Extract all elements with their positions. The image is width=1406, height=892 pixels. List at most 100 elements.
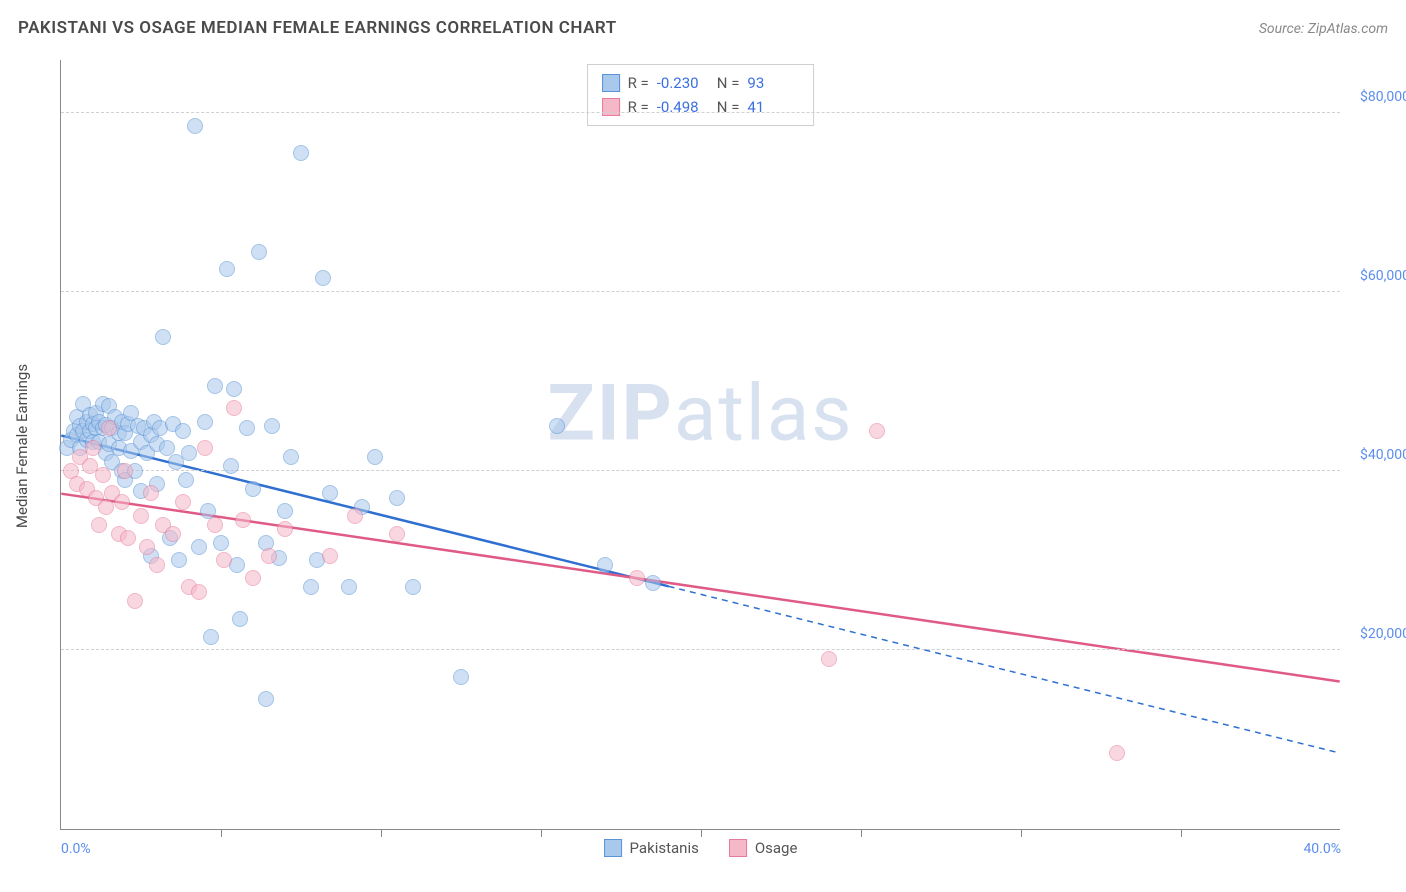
r-label: R = <box>628 95 649 119</box>
data-point <box>645 575 661 591</box>
data-point <box>171 552 187 568</box>
x-tick-mark <box>701 829 702 837</box>
data-point <box>347 508 363 524</box>
data-point <box>114 494 130 510</box>
legend-item: Osage <box>729 839 798 857</box>
r-value: -0.230 <box>657 71 709 95</box>
data-point <box>101 420 117 436</box>
data-point <box>149 557 165 573</box>
data-point <box>277 521 293 537</box>
data-point <box>187 118 203 134</box>
series-swatch <box>602 74 620 92</box>
x-tick-label: 40.0% <box>1303 841 1341 857</box>
data-point <box>178 472 194 488</box>
r-value: -0.498 <box>657 95 709 119</box>
data-point <box>191 539 207 555</box>
stats-row: R = -0.498 N = 41 <box>602 95 800 119</box>
n-label: N = <box>717 95 740 119</box>
data-point <box>203 629 219 645</box>
gridline <box>61 470 1340 471</box>
data-point <box>341 579 357 595</box>
stats-row: R = -0.230 N = 93 <box>602 71 800 95</box>
data-point <box>127 593 143 609</box>
chart-legend: Pakistanis Osage <box>604 839 798 857</box>
data-point <box>120 530 136 546</box>
data-point <box>197 414 213 430</box>
watermark: ZIPatlas <box>547 368 853 459</box>
data-point <box>175 423 191 439</box>
series-swatch <box>602 98 620 116</box>
data-point <box>191 584 207 600</box>
data-point <box>197 440 213 456</box>
y-tick-label: $80,000 <box>1350 89 1406 105</box>
data-point <box>245 570 261 586</box>
legend-swatch <box>729 839 747 857</box>
y-tick-label: $20,000 <box>1350 626 1406 642</box>
x-tick-mark <box>221 829 222 837</box>
data-point <box>389 490 405 506</box>
y-tick-label: $60,000 <box>1350 268 1406 284</box>
data-point <box>277 503 293 519</box>
r-label: R = <box>628 71 649 95</box>
data-point <box>85 440 101 456</box>
chart-source: Source: ZipAtlas.com <box>1259 21 1388 37</box>
data-point <box>245 481 261 497</box>
data-point <box>213 535 229 551</box>
x-tick-label: 0.0% <box>61 841 91 857</box>
data-point <box>235 512 251 528</box>
data-point <box>133 508 149 524</box>
legend-label: Pakistanis <box>630 839 699 857</box>
data-point <box>216 552 232 568</box>
x-tick-mark <box>861 829 862 837</box>
gridline <box>61 291 1340 292</box>
data-point <box>226 381 242 397</box>
n-value: 41 <box>747 95 799 119</box>
data-point <box>232 611 248 627</box>
trend-line <box>61 494 1339 682</box>
data-point <box>226 400 242 416</box>
y-tick-label: $40,000 <box>1350 447 1406 463</box>
data-point <box>1109 745 1125 761</box>
data-point <box>117 463 133 479</box>
data-point <box>223 458 239 474</box>
x-tick-mark <box>1021 829 1022 837</box>
data-point <box>389 526 405 542</box>
legend-swatch <box>604 839 622 857</box>
x-tick-mark <box>541 829 542 837</box>
data-point <box>549 418 565 434</box>
data-point <box>405 579 421 595</box>
data-point <box>315 270 331 286</box>
data-point <box>143 485 159 501</box>
data-point <box>95 467 111 483</box>
data-point <box>322 548 338 564</box>
data-point <box>293 145 309 161</box>
data-point <box>869 423 885 439</box>
data-point <box>207 517 223 533</box>
n-value: 93 <box>747 71 799 95</box>
data-point <box>303 579 319 595</box>
legend-item: Pakistanis <box>604 839 699 857</box>
legend-label: Osage <box>755 839 798 857</box>
trend-lines-layer <box>61 60 1340 829</box>
data-point <box>239 420 255 436</box>
data-point <box>322 485 338 501</box>
y-axis-label: Median Female Earnings <box>13 364 31 528</box>
data-point <box>261 548 277 564</box>
data-point <box>139 539 155 555</box>
data-point <box>181 445 197 461</box>
x-tick-mark <box>1181 829 1182 837</box>
chart-title: PAKISTANI VS OSAGE MEDIAN FEMALE EARNING… <box>18 18 617 38</box>
data-point <box>283 449 299 465</box>
data-point <box>258 691 274 707</box>
data-point <box>165 526 181 542</box>
data-point <box>219 261 235 277</box>
gridline <box>61 112 1340 113</box>
chart-header: PAKISTANI VS OSAGE MEDIAN FEMALE EARNING… <box>18 18 1388 38</box>
data-point <box>264 418 280 434</box>
gridline <box>61 649 1340 650</box>
data-point <box>597 557 613 573</box>
n-label: N = <box>717 71 740 95</box>
data-point <box>367 449 383 465</box>
data-point <box>91 517 107 533</box>
data-point <box>251 244 267 260</box>
